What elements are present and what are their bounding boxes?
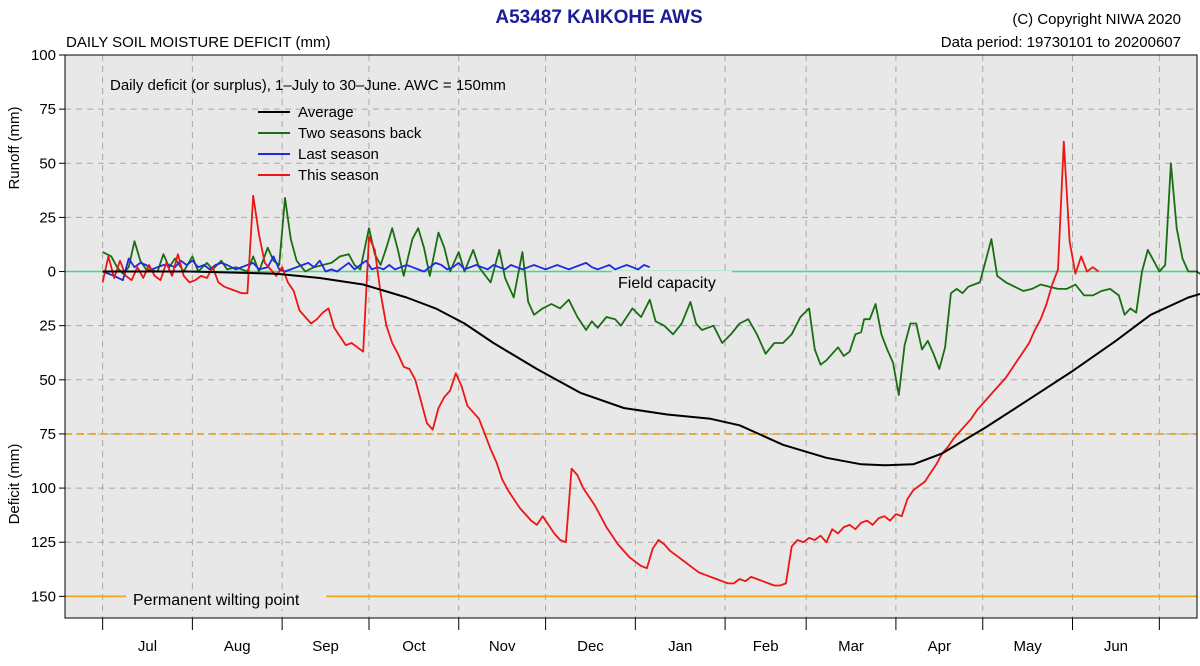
month-label: Oct [402, 638, 426, 655]
series-line-last-season [102, 255, 651, 282]
series-line-this-season [101, 140, 1100, 587]
month-label: Apr [928, 638, 951, 655]
legend-label-average: Average [298, 104, 354, 121]
y-tick-label: 50 [39, 155, 56, 172]
copyright-text: (C) Copyright NIWA 2020 [1012, 11, 1181, 28]
month-label: May [1013, 638, 1042, 655]
y-tick-label: 75 [39, 426, 56, 443]
month-label: Feb [753, 638, 779, 655]
y-tick-label: 0 [48, 264, 56, 281]
y-tick-label: 100 [31, 47, 56, 64]
month-label: Sep [312, 638, 339, 655]
y-tick-label: 25 [39, 318, 56, 335]
month-label: Aug [224, 638, 251, 655]
series-line-two-seasons-back [102, 162, 1200, 396]
series-line-average [102, 270, 1200, 467]
y-tick-label: 50 [39, 372, 56, 389]
data-series [101, 140, 1200, 587]
chart-title: A53487 KAIKOHE AWS [495, 7, 702, 28]
month-label: Dec [577, 638, 604, 655]
month-label: Jul [138, 638, 157, 655]
legend-label-this-season: This season [298, 167, 379, 184]
x-axis: Jul Aug Sep Oct Nov Dec Jan Feb Mar Apr May Jun [102, 618, 1160, 655]
legend: Average Two seasons back Last season Thi… [258, 104, 422, 184]
field-capacity-label: Field capacity [618, 275, 716, 292]
y-axis: 100 75 50 25 0 25 50 75 100 125 150 [31, 47, 65, 605]
y-tick-label: 150 [31, 588, 56, 605]
month-label: Nov [489, 638, 516, 655]
chart-subtitle: DAILY SOIL MOISTURE DEFICIT (mm) [66, 34, 330, 51]
wilting-point-label-bg [126, 589, 326, 609]
chart-note: Daily deficit (or surplus), 1–July to 30… [110, 77, 506, 94]
plot-area [64, 54, 1198, 619]
y-axis-label-deficit: Deficit (mm) [6, 444, 23, 525]
legend-label-last-season: Last season [298, 146, 379, 163]
month-label: Jan [668, 638, 692, 655]
y-tick-label: 125 [31, 534, 56, 551]
plot-frame [64, 54, 1198, 619]
data-period-text: Data period: 19730101 to 20200607 [941, 34, 1181, 51]
wilting-point-label: Permanent wilting point [133, 592, 300, 609]
y-tick-label: 100 [31, 480, 56, 497]
y-tick-label: 75 [39, 101, 56, 118]
y-tick-label: 25 [39, 209, 56, 226]
y-axis-label-runoff: Runoff (mm) [6, 106, 23, 189]
legend-label-two-seasons-back: Two seasons back [298, 125, 422, 142]
field-capacity-label-bg [612, 271, 732, 293]
month-label: Jun [1104, 638, 1128, 655]
month-label: Mar [838, 638, 864, 655]
